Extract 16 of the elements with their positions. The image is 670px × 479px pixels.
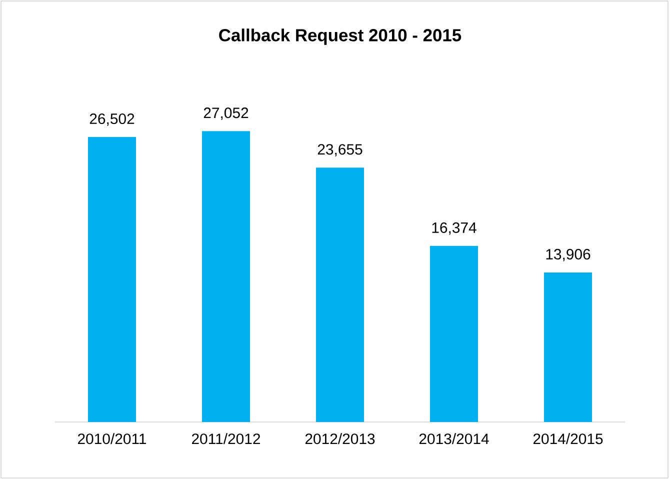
bar [544, 272, 592, 422]
data-label: 23,655 [318, 144, 362, 156]
bar [88, 137, 136, 422]
bar [430, 246, 478, 422]
data-label: 26,502 [90, 113, 134, 126]
x-tick-label: 2011/2012 [192, 433, 260, 444]
x-tick-label: 2014/2015 [533, 433, 603, 444]
bar [316, 168, 364, 422]
data-label: 13,906 [546, 248, 590, 262]
data-label: 27,052 [204, 108, 248, 120]
x-tick-label: 2012/2013 [305, 433, 375, 444]
chart-title: Callback Request 2010 - 2015 [219, 28, 462, 45]
data-label: 16,374 [432, 222, 476, 235]
bar [202, 131, 250, 422]
x-tick-label: 2010/2011 [78, 433, 146, 444]
x-tick-label: 2013/2014 [419, 433, 489, 444]
